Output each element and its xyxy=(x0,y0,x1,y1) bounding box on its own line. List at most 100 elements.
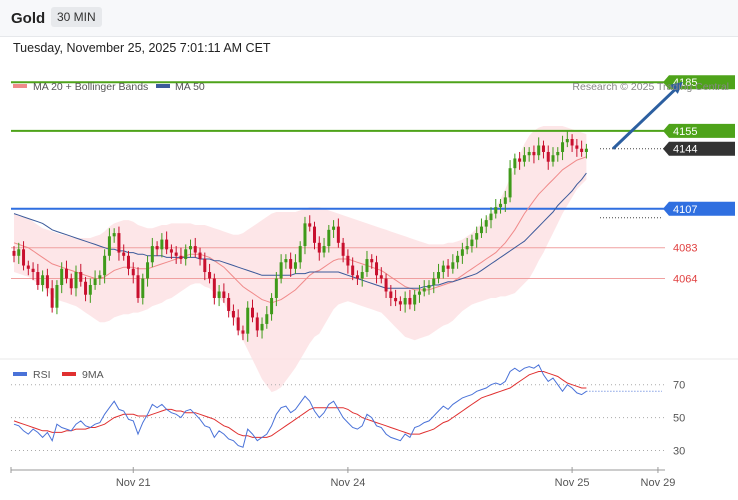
candle-body xyxy=(284,259,288,263)
candle-body xyxy=(317,242,321,253)
candle-body xyxy=(556,151,560,156)
legend-swatch-9ma xyxy=(62,372,76,376)
candle-body xyxy=(208,272,212,279)
candle-body xyxy=(131,268,135,276)
candle-body xyxy=(365,259,369,273)
candle-body xyxy=(50,288,54,308)
candle-body xyxy=(298,246,302,263)
candle-body xyxy=(413,294,417,305)
candle-body xyxy=(184,249,188,260)
candle-body xyxy=(122,252,126,256)
candle-body xyxy=(389,291,393,298)
candle-body xyxy=(508,168,512,198)
candle-body xyxy=(107,236,111,256)
candle-body xyxy=(126,255,130,269)
candle-body xyxy=(470,239,474,247)
candle-body xyxy=(60,268,64,285)
candle-body xyxy=(551,155,555,162)
candle-body xyxy=(332,226,336,230)
rsi-line xyxy=(13,364,587,448)
candle-body xyxy=(408,297,412,305)
level-label-4107: 4107 xyxy=(673,204,697,216)
candle-body xyxy=(217,291,221,298)
candle-body xyxy=(150,246,154,263)
candle-body xyxy=(212,278,216,298)
level-tag-4144 xyxy=(663,141,735,156)
level-label-4083: 4083 xyxy=(673,243,697,255)
candle-body xyxy=(227,297,231,311)
candle-body xyxy=(584,148,588,152)
candle-body xyxy=(160,239,164,250)
candle-body xyxy=(236,317,240,331)
date-time-label: Tuesday, November 25, 2025 7:01:11 AM CE… xyxy=(13,41,271,55)
candle-body xyxy=(384,278,388,292)
candle-body xyxy=(69,278,73,289)
candles-group xyxy=(12,130,588,342)
candle-body xyxy=(532,151,536,156)
candle-body xyxy=(179,255,183,260)
candle-body xyxy=(360,272,364,279)
candle-body xyxy=(246,307,250,334)
top-bar: Gold 30 MIN xyxy=(0,0,738,37)
candle-body xyxy=(303,223,307,247)
candle-body xyxy=(570,139,574,146)
candle-body xyxy=(561,142,565,152)
rsi-tick-label-70: 70 xyxy=(673,380,685,392)
level-label-4155: 4155 xyxy=(673,126,697,138)
candle-body xyxy=(370,259,374,263)
candle-body xyxy=(270,297,274,315)
x-tick-label: Nov 24 xyxy=(330,477,365,489)
forecast-arrow-head xyxy=(669,81,683,94)
ma20-line xyxy=(13,156,587,304)
candle-body xyxy=(417,291,421,295)
research-credit: Research © 2025 Trading Central xyxy=(572,81,729,93)
candle-body xyxy=(22,249,26,266)
candle-body xyxy=(198,252,202,260)
candle-body xyxy=(499,203,503,208)
candle-body xyxy=(188,246,192,250)
timeframe-button[interactable]: 30 MIN xyxy=(51,7,102,27)
symbol-title: Gold xyxy=(11,10,46,27)
candle-body xyxy=(580,148,584,152)
candle-body xyxy=(260,323,264,331)
candle-body xyxy=(379,275,383,279)
candle-body xyxy=(394,297,398,302)
candle-body xyxy=(146,262,150,279)
forecast-arrow-shaft xyxy=(611,87,677,150)
legend-swatch-ma50 xyxy=(156,84,170,88)
candle-body xyxy=(231,310,235,318)
candle-body xyxy=(88,285,92,295)
candle-body xyxy=(437,272,441,279)
candle-body xyxy=(93,278,97,285)
candle-body xyxy=(484,220,488,227)
legend-label-rsi: RSI xyxy=(33,369,51,381)
candle-body xyxy=(241,330,245,334)
candle-body xyxy=(74,272,78,289)
candle-body xyxy=(341,242,345,256)
candle-body xyxy=(222,291,226,298)
candle-body xyxy=(193,246,197,253)
candle-body xyxy=(79,272,83,282)
legend-swatch-ma20 xyxy=(13,84,27,88)
candle-body xyxy=(422,288,426,292)
legend-label-ma50: MA 50 xyxy=(175,81,205,93)
legend-label-9ma: 9MA xyxy=(82,369,104,381)
candle-body xyxy=(398,301,402,305)
candle-body xyxy=(117,233,121,253)
candle-body xyxy=(31,268,35,273)
x-tick-label: Nov 29 xyxy=(641,477,676,489)
candle-body xyxy=(251,307,254,318)
candle-body xyxy=(475,233,479,240)
candle-body xyxy=(446,265,450,269)
candle-body xyxy=(255,317,259,331)
candle-body xyxy=(293,262,297,269)
candle-body xyxy=(513,158,517,169)
candle-body xyxy=(346,255,350,266)
candle-body xyxy=(403,297,407,305)
candle-body xyxy=(355,275,359,279)
candle-body xyxy=(313,226,317,243)
candle-body xyxy=(289,259,293,269)
candle-body xyxy=(456,255,460,263)
candle-body xyxy=(494,207,498,214)
